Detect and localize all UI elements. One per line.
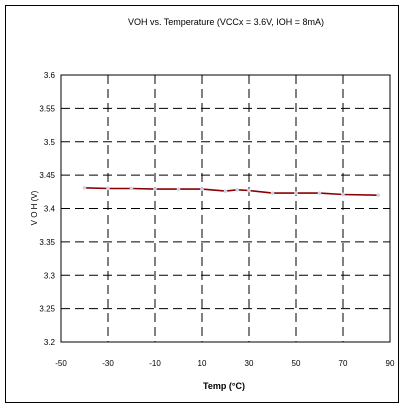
x-tick-labels: -50 -30 -10 10 30 50 70 90 — [55, 359, 395, 368]
plot-area — [60, 74, 391, 343]
data-point — [223, 189, 228, 193]
data-point — [294, 191, 298, 195]
y-tick-label: 3.45 — [39, 171, 55, 180]
x-tick-label: -30 — [102, 359, 114, 368]
data-point — [317, 191, 322, 195]
y-tick-label: 3.6 — [44, 71, 56, 80]
y-tick-label: 3.2 — [44, 338, 56, 347]
data-point — [153, 187, 157, 191]
data-point — [129, 186, 134, 191]
series-line — [84, 187, 379, 196]
y-tick-labels: 3.2 3.25 3.3 3.35 3.4 3.45 3.5 3.55 3.6 — [39, 71, 55, 347]
data-point — [341, 192, 345, 197]
data-point — [247, 188, 251, 193]
data-point — [270, 191, 275, 195]
grid-lines — [61, 75, 390, 342]
chart-title: VOH vs. Temperature (VCCx = 3.6V, IOH = … — [128, 17, 324, 27]
y-tick-label: 3.4 — [44, 205, 56, 214]
data-point — [200, 187, 204, 191]
data-point — [82, 186, 87, 190]
y-tick-label: 3.3 — [44, 271, 56, 280]
y-tick-label: 3.5 — [44, 138, 56, 147]
y-tick-label: 3.55 — [39, 104, 55, 113]
x-tick-label: 30 — [245, 359, 254, 368]
x-tick-label: -50 — [55, 359, 67, 368]
y-tick-label: 3.35 — [39, 238, 55, 247]
x-axis-label: Temp (°C) — [203, 381, 245, 391]
data-point — [376, 193, 381, 197]
y-axis-label: V O H (V) — [30, 190, 39, 225]
y-tick-label: 3.25 — [39, 305, 55, 314]
x-tick-label: 50 — [292, 359, 301, 368]
x-tick-label: 90 — [386, 359, 395, 368]
x-tick-label: 10 — [198, 359, 207, 368]
series-layer — [82, 186, 381, 197]
data-point — [176, 187, 181, 191]
data-point — [235, 188, 240, 192]
data-point — [106, 186, 110, 191]
x-tick-label: -10 — [149, 359, 161, 368]
x-tick-label: 70 — [339, 359, 348, 368]
